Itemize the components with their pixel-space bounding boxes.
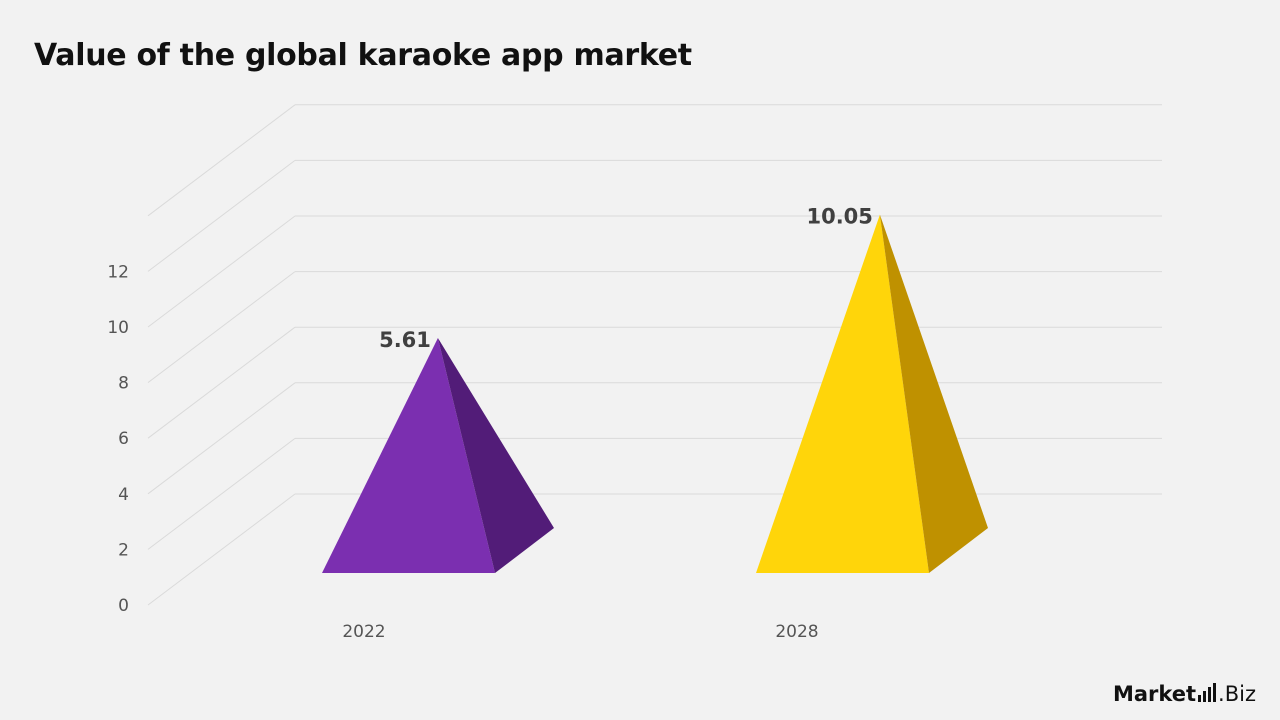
logo-word-market: Market — [1112, 682, 1197, 706]
y-tick-label: 10 — [107, 318, 129, 338]
y-tick-label: 12 — [107, 262, 129, 282]
y-tick-label: 0 — [118, 596, 129, 616]
gridline-side — [147, 271, 296, 383]
y-tick-label: 4 — [118, 485, 129, 505]
y-tick-label: 2 — [118, 540, 129, 560]
gridline-side — [147, 326, 296, 439]
gridline-side — [147, 215, 296, 328]
gridline-side — [147, 438, 296, 550]
data-label-2028: 10.05 — [806, 205, 872, 229]
pyramid-side-2022 — [437, 338, 554, 573]
y-tick-label: 6 — [118, 429, 129, 449]
logo-word-biz: .Biz — [1218, 682, 1256, 706]
gridline-side — [147, 160, 296, 272]
pyramid-front-2028 — [756, 214, 929, 574]
gridline-side — [147, 104, 296, 217]
x-axis-categories: 2022 2028 — [342, 622, 818, 642]
pyramid-front-2022 — [322, 338, 495, 573]
x-category-label: 2022 — [342, 622, 385, 642]
data-label-2022: 5.61 — [379, 328, 431, 352]
gridline-side — [147, 493, 296, 606]
pyramid-side-2028 — [879, 214, 988, 574]
gridline-side — [147, 382, 296, 495]
chart-title: Value of the global karaoke app market — [34, 38, 692, 73]
logo-bars-icon — [1198, 680, 1217, 702]
x-category-label: 2028 — [775, 622, 818, 642]
y-axis-ticks: 0 2 4 6 8 10 12 — [107, 262, 129, 616]
marketbiz-logo: Market .Biz — [1113, 680, 1256, 706]
data-labels: 5.61 10.05 — [379, 205, 873, 352]
gridlines — [147, 104, 1162, 606]
y-tick-label: 8 — [118, 374, 129, 394]
chart-marks — [322, 214, 988, 574]
